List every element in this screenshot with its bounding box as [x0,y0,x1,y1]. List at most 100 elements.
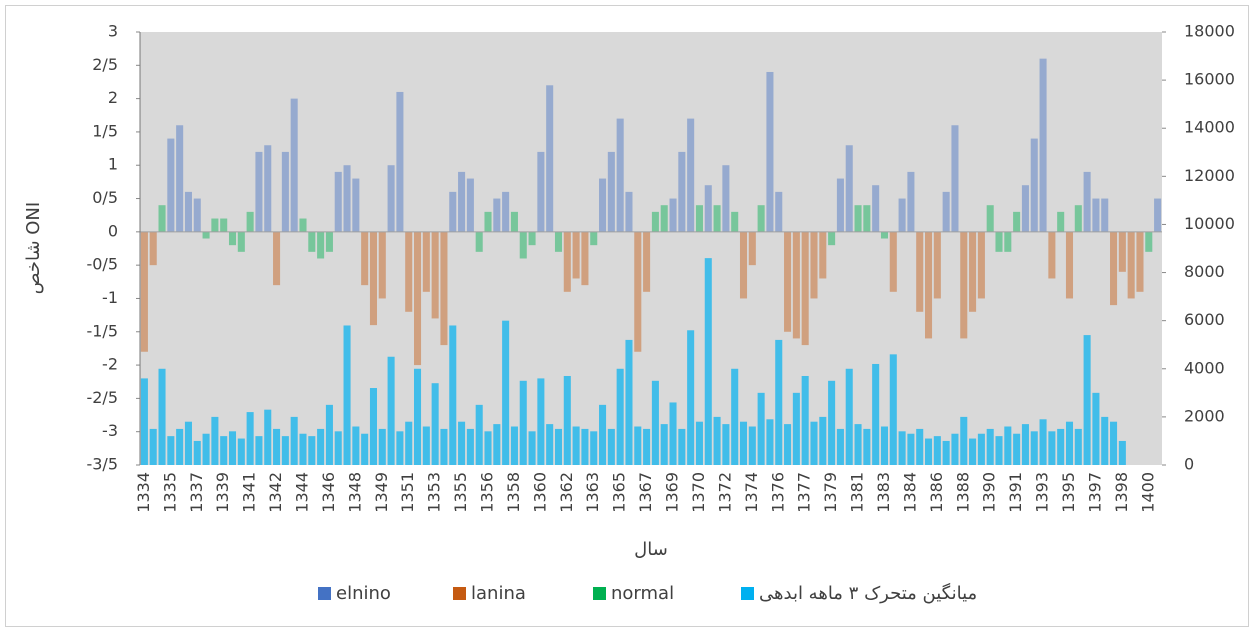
oni-bar [184,191,192,232]
discharge-bar [546,424,554,465]
discharge-bar [687,330,695,465]
oni-bar [273,231,281,286]
discharge-bar [933,436,941,465]
x-tick-label: 1379 [821,472,840,513]
oni-bar [308,231,316,252]
oni-bar [158,205,166,232]
x-tick-label: 1351 [398,472,417,513]
discharge-bar [325,404,333,465]
legend-swatch [593,587,606,600]
oni-bar [748,231,756,266]
x-tick-label: 1384 [900,472,919,513]
oni-bar [1039,58,1047,232]
oni-bar [845,145,853,232]
discharge-bar [1021,424,1029,465]
discharge-bar [1057,428,1065,465]
x-tick-label: 1400 [1138,472,1157,513]
y-tick-label: 3 [108,22,118,41]
y2-tick-label: 0 [1184,455,1194,474]
legend-label: normal [611,583,674,604]
oni-bar [387,165,395,232]
x-tick-label: 1337 [187,472,206,513]
y-tick-label: -0/5 [86,255,118,274]
discharge-bar [863,428,871,465]
discharge-bar [255,436,263,465]
oni-bar [907,171,915,232]
oni-bar [369,231,377,326]
oni-bar [414,231,422,366]
oni-bar [484,211,492,232]
oni-bar [766,71,774,232]
oni-bar [458,171,466,232]
discharge-bar [960,416,968,465]
oni-bar [660,205,668,232]
oni-bar [651,211,659,232]
discharge-bar [722,424,730,465]
y-axis-title: شاخص ONI [23,202,44,294]
oni-bar [1092,198,1100,232]
discharge-bar [369,388,377,465]
oni-bar [193,198,201,232]
oni-bar [995,231,1003,252]
x-tick-label: 1334 [134,472,153,513]
oni-bar [942,191,950,232]
discharge-bar [554,428,563,465]
discharge-bar [819,416,827,465]
discharge-bar [625,339,633,465]
oni-bar [140,231,148,352]
discharge-bar [889,354,897,465]
discharge-bar [810,421,818,465]
y-tick-label: 0/5 [92,188,118,207]
discharge-bar [149,428,157,465]
x-tick-label: 1374 [742,472,761,513]
oni-bar [325,231,333,252]
discharge-bar [678,428,686,465]
oni-bar [836,178,844,232]
oni-bar [634,231,642,352]
discharge-bar [458,421,466,465]
oni-bar [1057,211,1065,232]
x-tick-label: 1395 [1059,472,1078,513]
x-tick-label: 1355 [451,472,470,513]
oni-bar [951,125,959,232]
discharge-bar [784,424,792,465]
oni-bar [281,151,289,232]
oni-bar [863,205,871,232]
oni-bar [599,178,607,232]
discharge-bar [713,416,721,465]
oni-bar [722,165,730,232]
discharge-bar [1030,431,1038,465]
y2-tick-label: 6000 [1184,310,1225,329]
discharge-bar [995,436,1003,465]
x-tick-label: 1342 [266,472,285,513]
x-tick-label: 1356 [478,472,497,513]
oni-bar [510,211,518,232]
discharge-bar [1092,392,1100,465]
oni-bar [784,231,792,332]
oni-bar [1065,231,1074,299]
oni-bar [819,231,827,279]
discharge-bar [898,431,906,465]
discharge-bar [1013,433,1021,465]
discharge-bar [704,258,712,465]
discharge-bar [299,433,307,465]
oni-bar [352,178,360,232]
oni-bar [731,211,739,232]
oni-bar [1013,211,1021,232]
oni-bar [1110,231,1118,306]
oni-bar [361,231,369,286]
oni-bar [519,231,527,259]
oni-bar [475,231,483,252]
discharge-bar [1101,416,1109,465]
oni-bar [299,218,307,232]
y-tick-label: -1/5 [86,321,118,340]
oni-bar [889,231,897,292]
oni-bar [854,205,862,232]
oni-bar [1127,231,1135,299]
oni-bar [1030,138,1038,232]
discharge-bar [951,433,959,465]
oni-bar [502,191,510,232]
discharge-bar [660,424,668,465]
discharge-bar [801,375,809,465]
discharge-bar [528,431,536,465]
